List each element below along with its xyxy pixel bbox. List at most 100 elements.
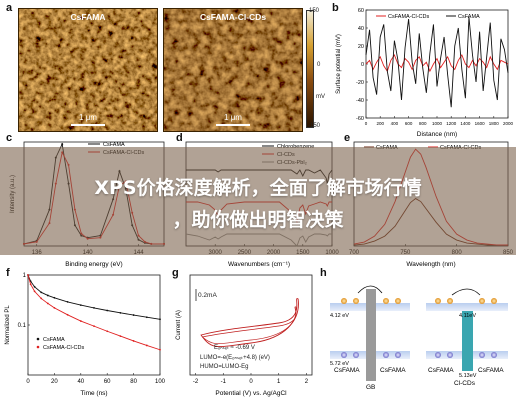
color-bar-unit: mV (316, 94, 325, 100)
data-point (33, 285, 36, 288)
legend-swatch (36, 337, 40, 341)
panel-h-label: h (320, 267, 327, 279)
data-point (106, 309, 109, 312)
data-point (53, 296, 56, 299)
x-axis-label: Time (ns) (80, 390, 107, 397)
data-point (53, 306, 56, 309)
afm-image-csfama: CsFAMA 1 μm (18, 8, 158, 132)
band-diagram: 4.12 eV 5.72 eV 4.11eV 5.13eV CsFAMA CsF… (330, 285, 508, 391)
x-axis-label: Binding energy (eV) (65, 261, 122, 268)
y-tick-label: -40 (356, 98, 364, 104)
hole-icon (491, 352, 497, 358)
x-tick-label: 0 (26, 379, 30, 385)
electron-icon (491, 298, 497, 304)
x-tick-label: 40 (77, 379, 84, 385)
data-point (33, 290, 36, 293)
series-line-0 (27, 274, 161, 320)
legend-entry: CsFAMA (458, 14, 480, 20)
panel-a: a CsFAMA 1 μm CsFA (0, 0, 330, 135)
afm-title-right: CsFAMA-Cl-CDs (199, 12, 267, 22)
color-bar-min: -150 (308, 123, 321, 129)
data-point (66, 300, 69, 303)
x-tick-label: 600 (405, 121, 413, 126)
data-point (106, 330, 109, 333)
panel-f: f 0 20 40 60 80 100 1 0.1 Time (ns) Normalized PL… (0, 265, 170, 400)
series-line-1 (365, 17, 509, 108)
x-tick-label: 0 (249, 379, 253, 385)
x-tick-label: 20 (51, 379, 58, 385)
hole-icon (383, 352, 389, 358)
humo-equation: HUMO=LUMO-Eg (200, 364, 249, 370)
data-point (29, 283, 32, 286)
chart-g: -2 -1 0 1 2 Potential (V) vs. Ag/AgCl Current … (176, 274, 313, 397)
onset-equation: Eₒₙₛₑₜ ≈ -0.69 V (214, 345, 255, 351)
y-tick-label: -20 (356, 80, 364, 86)
data-point (61, 143, 64, 146)
x-tick-label: 200 (376, 121, 384, 126)
x-tick-label: 1400 (460, 121, 471, 126)
panel-b: b -60 -40 -20 0 20 40 60 0 200 400 600 800 1000 1200 1… (332, 0, 516, 140)
panel-d-label: d (176, 132, 183, 144)
electron-icon (383, 298, 389, 304)
y-tick-label: 60 (358, 8, 364, 14)
scale-label-right: 1 μm (224, 113, 242, 122)
panel-g: g -2 -1 0 1 2 Potential (V) vs. Ag/AgCl Curren… (170, 265, 318, 400)
data-point (27, 274, 29, 276)
electron-icon (479, 298, 485, 304)
x-tick-label: 400 (391, 121, 399, 126)
electron-icon (395, 298, 401, 304)
right-cb-band (426, 303, 508, 311)
data-point (145, 316, 148, 319)
panel-g-label: g (172, 267, 179, 279)
panel-c-label: c (6, 132, 13, 144)
current-scale-label: 0.2mA (198, 292, 217, 299)
panel-f-label: f (6, 267, 10, 279)
afm-image-cl-cds: CsFAMA-Cl-CDs 1 μm (163, 8, 303, 132)
x-tick-label: 1 (277, 379, 281, 385)
gb-label: GB (366, 384, 375, 391)
color-bar-mid: 0 (317, 62, 321, 68)
transfer-arrow-icon (451, 288, 481, 296)
x-tick-label: 1000 (432, 121, 443, 126)
afm-texture-right (164, 9, 302, 131)
data-point (93, 306, 95, 309)
right-name-1: CsFAMA (428, 367, 454, 374)
data-point (145, 344, 148, 347)
x-tick-label: 60 (104, 379, 111, 385)
data-point (79, 320, 82, 322)
electron-icon (341, 298, 347, 304)
panel-b-label: b (332, 2, 339, 14)
left-vb-energy: 5.72 eV (330, 361, 349, 367)
data-point (40, 297, 43, 300)
grain-boundary-bar (366, 289, 376, 381)
series-line-0 (365, 54, 509, 73)
x-axis-label: Potential (V) vs. Ag/AgCl (215, 390, 287, 397)
cv-loop-outer (200, 298, 299, 347)
electron-icon (447, 298, 453, 304)
x-axis-label: Wavenumbers (cm⁻¹) (228, 261, 290, 268)
y-tick-label: 0 (361, 62, 364, 68)
x-tick-label: 100 (155, 379, 166, 385)
y-axis-label: Surface potential (mV) (336, 34, 342, 94)
x-tick-label: -2 (193, 379, 199, 385)
y-tick-label: -60 (356, 116, 364, 122)
x-tick-label: 1600 (475, 121, 486, 126)
x-tick-label: 2000 (503, 121, 514, 126)
afm-title-left: CsFAMA (70, 12, 106, 22)
electron-icon (353, 298, 359, 304)
banner-line-2: ，助你做出明智决策 (172, 209, 344, 231)
data-point (40, 291, 43, 294)
y-tick-label: 40 (358, 26, 364, 32)
left-name-2: CsFAMA (380, 367, 406, 374)
right-name-2: CsFAMA (478, 367, 504, 374)
y-axis-label: Current (A) (176, 310, 182, 340)
cv-loop-inner (201, 306, 297, 345)
cl-cds-bar (462, 311, 473, 371)
panel-e-label: e (344, 132, 351, 144)
x-tick-label: 1800 (489, 121, 500, 126)
title-banner: XPS价格深度解析，全面了解市场行情 ，助你做出明智决策 (0, 147, 516, 255)
hole-icon (479, 352, 485, 358)
legend-entry: CsFAMA (103, 142, 125, 148)
right-cb-energy: 4.11eV (459, 313, 476, 319)
x-tick-label: 80 (130, 379, 137, 385)
